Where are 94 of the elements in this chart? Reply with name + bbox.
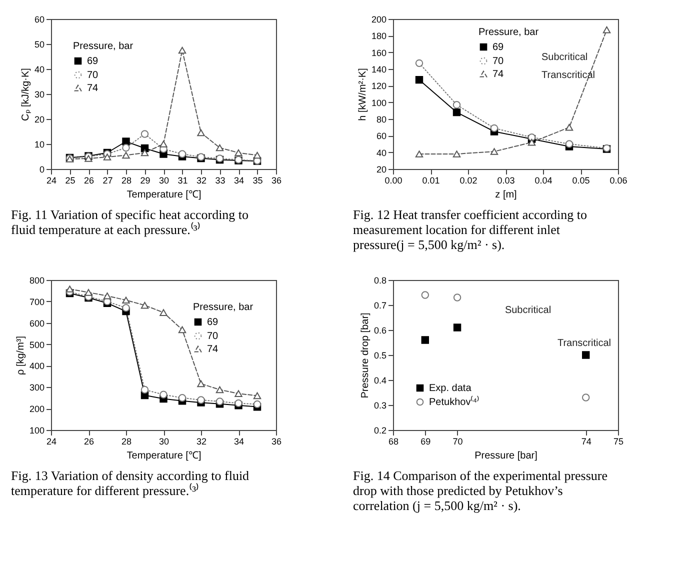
x-axis-title: Temperature [℃] xyxy=(126,450,202,462)
x-tick-label: 26 xyxy=(84,176,94,186)
x-tick-label: 0.02 xyxy=(460,176,478,186)
x-tick-label: 24 xyxy=(46,176,57,186)
y-tick-label: 0.7 xyxy=(374,300,386,310)
y-tick-label: 600 xyxy=(29,318,44,328)
y-tick-label: 20 xyxy=(34,114,44,124)
legend-label: 74 xyxy=(87,83,99,94)
y-tick-label: 200 xyxy=(371,14,386,24)
x-tick-label: 30 xyxy=(158,176,170,186)
text: Fig. 11 Variation of specific heat according to fluid temperature at each pressure.⁽³⁾ xyxy=(11,207,249,237)
y-tick-label: 800 xyxy=(29,276,44,286)
x-tick-label: 68 xyxy=(388,436,399,446)
x-axis-title: Pressure [bar] xyxy=(474,450,538,462)
y-tick-label: 50 xyxy=(34,40,44,50)
x-tick-label: 69 xyxy=(420,436,431,446)
y-tick-label: 60 xyxy=(376,131,386,142)
legend-title: Pressure, bar xyxy=(73,41,134,52)
x-tick-label: 32 xyxy=(196,436,207,446)
y-axis-title: ρ [kg/m³] xyxy=(15,336,26,376)
y-tick-label: 10 xyxy=(34,140,44,150)
legend-label: Petukhov⁽⁴⁾ xyxy=(429,395,479,408)
x-tick-label: 0.05 xyxy=(572,176,590,186)
x-tick-label: 30 xyxy=(158,436,170,446)
y-tick-label: 180 xyxy=(371,31,386,42)
x-tick-label: 28 xyxy=(121,176,132,186)
y-axis-title: h [kW/m²·K] xyxy=(357,68,368,121)
legend-label: 74 xyxy=(492,69,504,80)
legend-label: 69 xyxy=(207,317,219,328)
x-tick-label: 31 xyxy=(178,176,188,186)
annotation: Subcritical xyxy=(542,52,588,63)
annotation: Transcritical xyxy=(557,338,612,349)
y-tick-label: 20 xyxy=(376,164,386,174)
legend-title: Pressure, bar xyxy=(478,27,540,38)
legend-label: 70 xyxy=(492,56,504,67)
x-tick-label: 36 xyxy=(271,436,282,446)
x-tick-label: 70 xyxy=(452,436,463,446)
y-tick-label: 0 xyxy=(39,164,44,174)
x-tick-label: 35 xyxy=(252,176,263,186)
x-tick-label: 28 xyxy=(121,436,132,446)
x-tick-label: 25 xyxy=(65,176,76,186)
y-tick-label: 0.2 xyxy=(374,426,386,436)
x-tick-label: 74 xyxy=(581,436,592,446)
text: Fig. 13 Variation of density according to fluid temperature for different pressure.⁽³⁾ xyxy=(11,468,250,498)
x-tick-label: 34 xyxy=(234,176,244,186)
x-tick-label: 29 xyxy=(140,176,150,186)
y-tick-label: 0.4 xyxy=(374,376,386,386)
y-tick-label: 700 xyxy=(29,296,44,307)
y-tick-label: 300 xyxy=(29,382,44,393)
y-tick-label: 140 xyxy=(371,64,386,74)
x-tick-label: 26 xyxy=(84,436,94,446)
x-axis-title: Temperature [℃] xyxy=(126,190,202,200)
y-tick-label: 80 xyxy=(376,114,386,124)
y-tick-label: 400 xyxy=(29,361,44,372)
legend-label: 74 xyxy=(207,344,219,355)
annotation: Transcritical xyxy=(542,70,596,81)
x-tick-label: 34 xyxy=(234,436,244,446)
y-tick-label: 40 xyxy=(34,64,44,74)
x-tick-label: 36 xyxy=(271,176,282,186)
x-tick-label: 0.01 xyxy=(422,176,440,186)
x-tick-label: 24 xyxy=(46,436,57,446)
x-tick-label: 75 xyxy=(613,436,624,446)
y-tick-label: 30 xyxy=(34,90,44,100)
y-tick-label: 0.6 xyxy=(374,326,386,336)
y-axis-title: Pressure drop [bar] xyxy=(360,312,371,398)
y-tick-label: 100 xyxy=(29,426,44,436)
x-tick-label: 27 xyxy=(102,176,113,186)
y-tick-label: 40 xyxy=(376,148,386,158)
x-tick-label: 33 xyxy=(215,176,226,186)
y-tick-label: 500 xyxy=(29,340,44,350)
y-tick-label: 120 xyxy=(371,81,386,92)
x-tick-label: 32 xyxy=(196,176,207,186)
y-tick-label: 60 xyxy=(34,14,44,24)
y-axis-title: Cₚ [kJ/kg·K] xyxy=(20,68,32,121)
y-tick-label: 160 xyxy=(371,48,386,58)
annotation: Subcritical xyxy=(504,305,552,316)
legend-title: Pressure, bar xyxy=(193,302,254,313)
y-tick-label: 0.3 xyxy=(374,400,386,410)
y-tick-label: 0.8 xyxy=(374,276,386,286)
legend-label: 70 xyxy=(87,70,99,81)
legend-label: 70 xyxy=(207,331,219,342)
legend-label: 69 xyxy=(492,42,504,53)
x-tick-label: 0.00 xyxy=(384,176,402,186)
y-tick-label: 100 xyxy=(371,98,386,108)
text: Fig. 14 Comparison of the experimental pressure drop with those predicted by Petukhov’s correlation (j = 5,500 kg/m² · s). xyxy=(353,468,608,513)
y-tick-label: 0.5 xyxy=(374,350,386,360)
legend-label: 69 xyxy=(87,56,99,67)
text: Fig. 12 Heat transfer coefficient according to measurement location for different inlet pressure(j = 5,500 kg/m² · s). xyxy=(353,207,588,252)
x-tick-label: 0.03 xyxy=(497,176,515,186)
x-tick-label: 0.06 xyxy=(610,176,628,186)
legend-label: Exp. data xyxy=(429,383,472,394)
x-tick-label: 0.04 xyxy=(534,176,552,186)
x-axis-title: z [m] xyxy=(495,190,518,200)
y-tick-label: 200 xyxy=(29,404,44,414)
